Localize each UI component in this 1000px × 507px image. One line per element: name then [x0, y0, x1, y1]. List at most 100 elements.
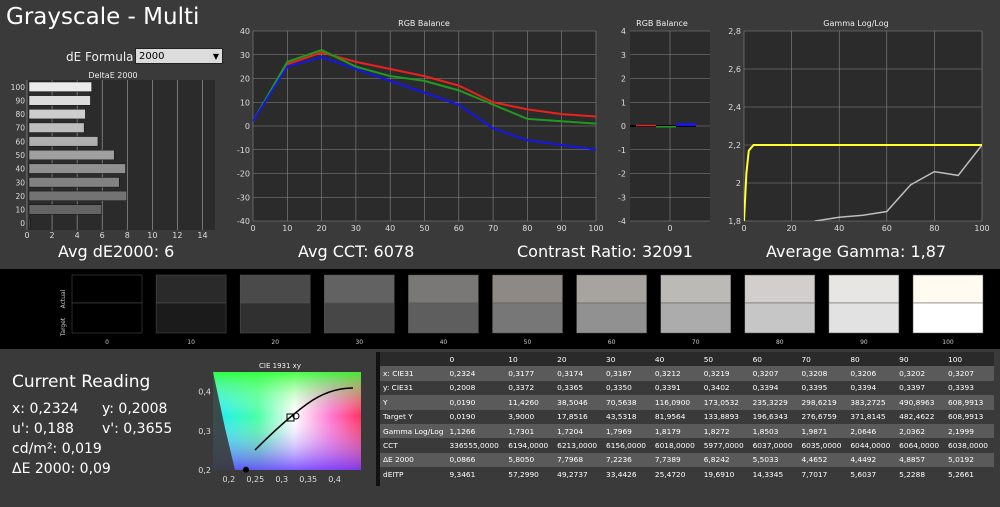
target-swatch — [324, 302, 395, 334]
gamma-xtick: 60 — [882, 224, 892, 233]
table-cell: 235,3229 — [749, 395, 799, 410]
table-row-label: Target Y — [383, 412, 413, 422]
deltae-bar — [28, 177, 120, 188]
table-cell: 11,4260 — [505, 395, 555, 410]
cie-ytick: 0,3 — [198, 427, 211, 436]
target-swatch — [744, 302, 816, 334]
deltae-bar — [28, 109, 86, 120]
table-cell: 2,0646 — [847, 423, 897, 439]
gamma-measured-line — [814, 144, 982, 221]
table-header-cell: 90 — [896, 352, 946, 367]
rgb-xtick: 20 — [317, 224, 327, 233]
rgbs-bar — [636, 124, 656, 127]
table-cell: 5977,0000 — [703, 441, 744, 451]
table-cell: 0,3174 — [554, 366, 604, 381]
table-cell: 608,9913 — [948, 412, 984, 422]
deltae-category-label: 100 — [11, 83, 26, 92]
table-cell: 0,3372 — [508, 383, 535, 393]
table-cell: 0,3394 — [752, 383, 779, 393]
rgbs-ytick: 2 — [621, 75, 626, 84]
cie-ytick: 0,2 — [198, 466, 211, 475]
actual-swatch — [155, 274, 227, 304]
rgb-xtick: 0 — [250, 224, 255, 233]
table-cell: 5,2288 — [899, 469, 926, 479]
reading-v: v': 0,3655 — [102, 421, 173, 437]
deltae-xtick: 12 — [172, 231, 182, 238]
gamma-plot-bg — [744, 31, 982, 221]
table-cell: 6035,0000 — [801, 441, 842, 451]
table-cell: 6018,0000 — [654, 441, 695, 451]
rgb-ytick: 20 — [240, 75, 250, 84]
gamma-xtick: 100 — [974, 224, 989, 233]
rgbs-ytick: 4 — [621, 27, 626, 36]
table-cell: 276,6759 — [801, 412, 837, 422]
swatch-level-label: 70 — [692, 339, 700, 346]
table-cell: 6213,0000 — [557, 441, 598, 451]
table-cell: 0,3350 — [606, 383, 632, 393]
deltae-category-label: 70 — [15, 124, 25, 133]
table-cell: 0,3208 — [798, 366, 848, 381]
table-cell: 6064,0000 — [899, 441, 940, 451]
reading-y: y: 0,2008 — [102, 401, 168, 417]
rgb-ytick: -10 — [237, 146, 250, 155]
table-cell: 116,0900 — [651, 395, 701, 410]
deltae-bar — [28, 149, 115, 161]
table-cell: 0,3365 — [557, 383, 584, 393]
rgb-ytick: -20 — [237, 170, 250, 179]
gamma-xtick: 80 — [929, 224, 939, 233]
table-cell: 383,2725 — [847, 395, 897, 410]
deltae-xtick: 6 — [100, 231, 105, 238]
table-cell: 490,8963 — [896, 395, 946, 410]
rgb-ytick: -40 — [237, 217, 250, 226]
table-cell: 2,0362 — [896, 423, 946, 439]
table-cell: 371,8145 — [850, 412, 886, 422]
target-swatch — [912, 302, 984, 334]
rgbs-ytick: -1 — [618, 146, 626, 155]
table-cell: 5,5033 — [749, 452, 799, 468]
deltae-bar — [28, 218, 31, 229]
gamma-target-line — [744, 144, 982, 221]
table-cell: 38,5046 — [554, 395, 604, 410]
target-swatch — [408, 302, 479, 334]
table-cell: 0,3395 — [801, 383, 828, 393]
table-cell: 57,2990 — [508, 469, 539, 479]
actual-swatch — [408, 274, 479, 304]
table-cell: 1,8272 — [700, 423, 750, 439]
table-cell: 3,9000 — [508, 412, 535, 422]
table-header-cell: 20 — [554, 352, 604, 367]
deltae-bar — [28, 163, 126, 174]
rgbs-ytick: 3 — [621, 51, 626, 60]
table-header-cell: 50 — [700, 352, 750, 367]
avg-gamma-stat: Average Gamma: 1,87 — [766, 242, 947, 261]
table-row: y: CIE31 0,2008 0,3372 0,3365 0,3350 0,3391 0,… — [380, 381, 994, 395]
actual-label: Actual — [60, 289, 67, 308]
deltae-xtick: 4 — [75, 231, 80, 238]
target-swatch — [239, 302, 311, 334]
table-cell: 482,4622 — [899, 412, 935, 422]
table-cell: 5,2661 — [948, 469, 974, 479]
rgbs-ytick: -3 — [618, 193, 626, 202]
deltae-xtick: 2 — [50, 231, 55, 238]
table-cell: 33,4426 — [606, 469, 637, 479]
table-cell: 608,9913 — [945, 395, 994, 410]
deltae-xtick: 8 — [125, 231, 130, 238]
cie-gamut-mask — [213, 372, 235, 470]
cie-title: CIE 1931 xy — [259, 362, 301, 370]
data-table: 0 10 20 30 40 50 60 70 80 90 100 x: CIE31 0,2324 0,31… — [380, 352, 994, 482]
swatch-level-label: 90 — [860, 339, 868, 346]
rgbs-bar — [676, 123, 696, 126]
table-cell: 17,8516 — [557, 412, 588, 422]
de-formula-select[interactable]: 2000 ▼ — [135, 48, 223, 64]
table-row: Gamma Log/Log 1,1266 1,7301 1,7204 1,7969 1,8… — [380, 423, 994, 439]
table-row-label: Y — [380, 395, 447, 410]
deltae-title: DeltaE 2000 — [88, 71, 137, 80]
target-white-marker — [286, 413, 295, 422]
table-cell: 298,6219 — [798, 395, 848, 410]
table-cell: 6194,0000 — [508, 441, 549, 451]
avg-de-stat: Avg dE2000: 6 — [58, 242, 175, 261]
table-cell: 133,8893 — [703, 412, 739, 422]
table-cell: 0,3394 — [850, 383, 877, 393]
actual-swatch — [660, 274, 731, 304]
actual-swatch — [912, 274, 984, 304]
table-cell: 6038,0000 — [948, 441, 988, 451]
